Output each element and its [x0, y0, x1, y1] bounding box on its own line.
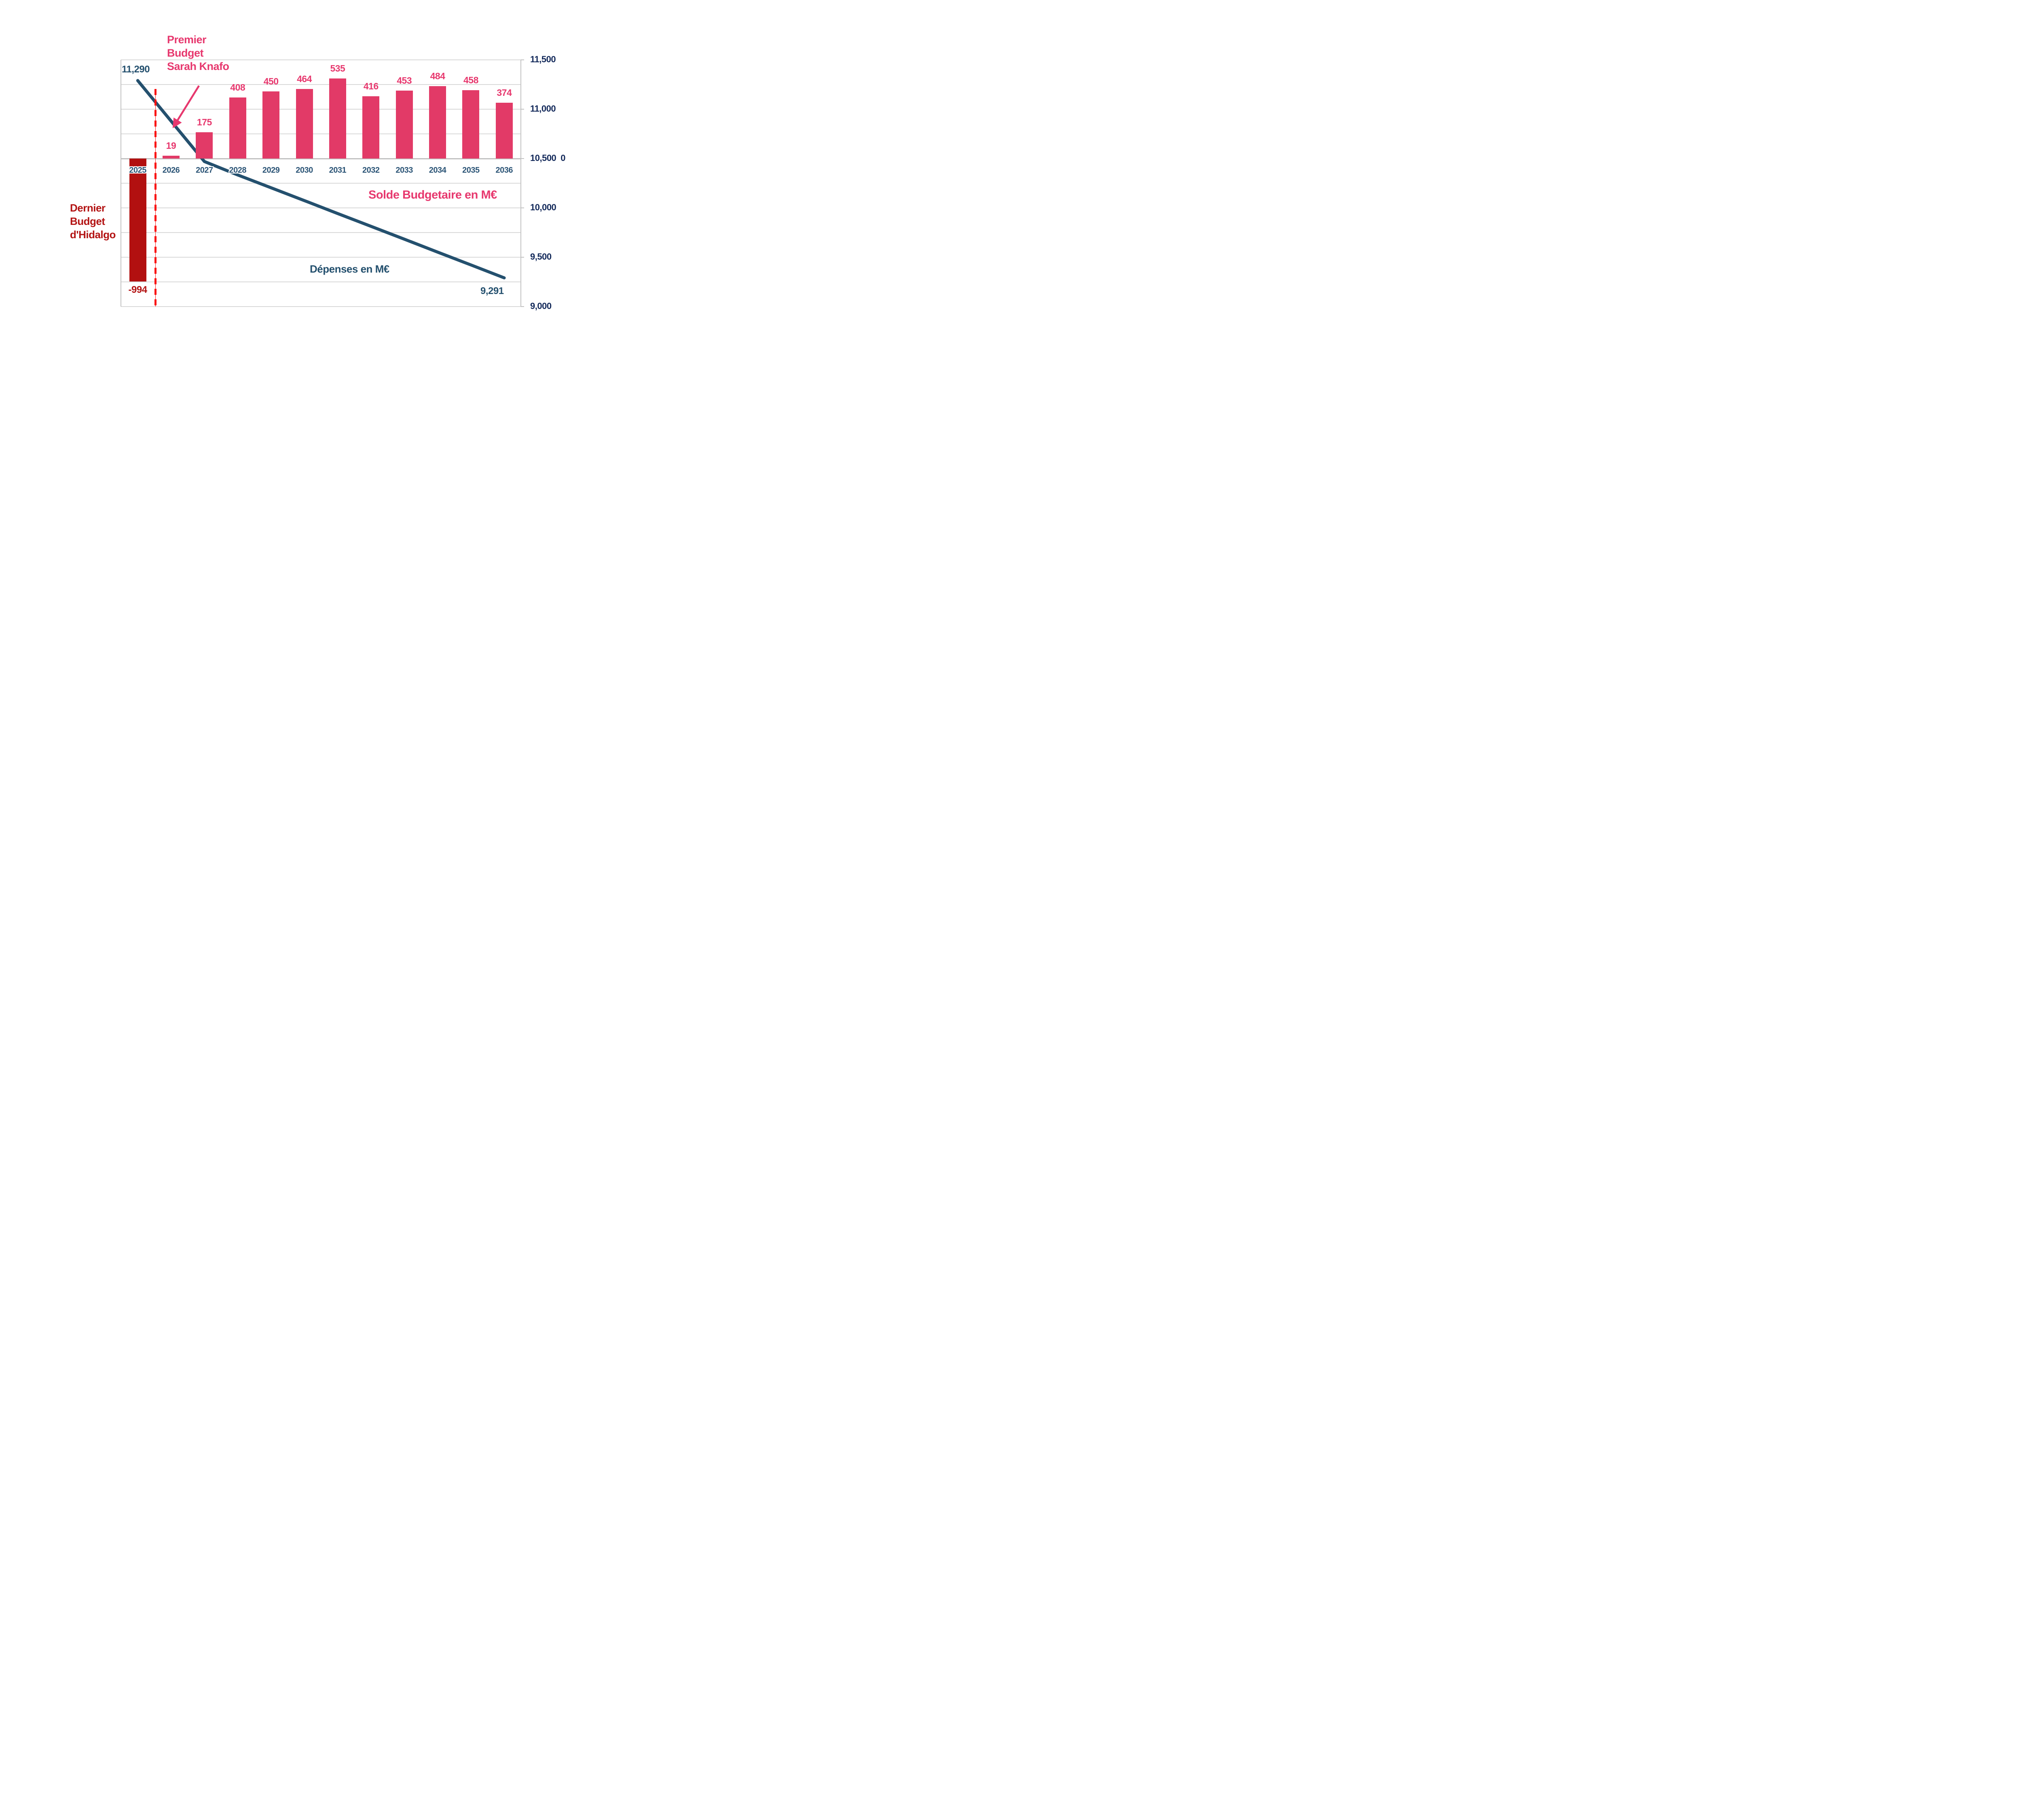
- bar-2036: [495, 102, 513, 159]
- annotation-dernier-line2: Budget: [70, 215, 105, 227]
- y-axis-right-line: [520, 60, 521, 307]
- annotation-dernier-line1: Dernier: [70, 202, 106, 214]
- y-axis-label-9000: 9,000: [530, 301, 552, 311]
- bar-value-label-2033: 453: [397, 75, 412, 86]
- gridline-10750: [121, 133, 521, 134]
- bar-2033: [396, 91, 413, 159]
- dashed-divider-line: [154, 89, 157, 307]
- y-axis-tick-10000: [521, 207, 524, 208]
- x-axis-label-2032: 2032: [362, 166, 380, 175]
- x-axis-label-2035: 2035: [462, 166, 480, 175]
- bar-2030: [296, 89, 313, 159]
- y-axis-tick-9000: [521, 306, 524, 307]
- x-axis-label-2026: 2026: [162, 166, 180, 175]
- line-series-label: Dépenses en M€: [310, 263, 389, 275]
- x-axis-label-2031: 2031: [329, 166, 347, 175]
- bar-value-label-2027: 175: [197, 117, 212, 128]
- annotation-premier-line1: Premier: [167, 34, 207, 46]
- bar-value-label-2031: 535: [330, 63, 345, 74]
- gridline-10250: [121, 183, 521, 184]
- bar-value-label-2025: -994: [128, 284, 148, 296]
- bar-value-label-2035: 458: [463, 74, 478, 85]
- bar-value-label-2029: 450: [263, 76, 279, 87]
- bar-2031: [329, 78, 346, 159]
- bar-2027: [196, 132, 213, 159]
- x-axis-label-2033: 2033: [396, 166, 413, 175]
- budget-combo-chart: 11,500 11,000 10,500 0 10,000 9,500 9,000 -994…: [0, 0, 647, 364]
- bar-2029: [262, 91, 280, 159]
- x-axis-label-2036: 2036: [495, 166, 513, 175]
- bar-2032: [362, 96, 380, 159]
- bar-value-label-2034: 484: [430, 70, 445, 81]
- y-axis-tick-11000: [521, 109, 524, 110]
- y-axis-label-10000: 10,000: [530, 202, 556, 212]
- annotation-arrow: [172, 85, 200, 129]
- bars-layer: -994 2025 19 2026 175 2027 408 2028 450 2029 464 20…: [0, 0, 647, 364]
- x-axis-label-2028: 2028: [229, 166, 246, 175]
- secondary-axis-zero-label: 0: [560, 153, 566, 163]
- y-axis-label-10500: 10,500 0: [530, 153, 566, 163]
- bar-value-label-2026: 19: [166, 140, 176, 151]
- x-axis-label-2025: 2025: [129, 166, 146, 175]
- gridline-11250: [121, 84, 521, 85]
- y-axis-label-11500: 11,500: [530, 54, 556, 64]
- annotation-premier-line3: Sarah Knafo: [167, 60, 229, 72]
- bar-value-label-2028: 408: [230, 82, 245, 93]
- line-end-value-label: 9,291: [480, 286, 504, 296]
- gridline-11500: [121, 59, 521, 60]
- y-axis-tick-11500: [521, 59, 524, 60]
- line-start-value-label: 11,290: [122, 64, 150, 75]
- bar-value-label-2032: 416: [363, 81, 379, 92]
- gridline-9000: [121, 306, 521, 307]
- bars-series-label: Solde Budgetaire en M€: [368, 188, 497, 201]
- bar-2034: [429, 86, 446, 159]
- gridline-11000: [121, 109, 521, 110]
- annotation-premier-budget: Premier Budget Sarah Knafo: [167, 33, 229, 73]
- x-axis-label-2030: 2030: [296, 166, 313, 175]
- x-axis-label-2029: 2029: [262, 166, 280, 175]
- bar-value-label-2030: 464: [297, 74, 312, 85]
- annotation-dernier-budget: Dernier Budget d'Hidalgo: [70, 201, 116, 241]
- y-axis-tick-10500: [521, 158, 524, 159]
- bar-2035: [462, 90, 480, 159]
- bar-2025: [129, 159, 146, 282]
- gridline-9500: [121, 257, 521, 258]
- annotation-dernier-line3: d'Hidalgo: [70, 229, 116, 241]
- x-axis-label-2034: 2034: [429, 166, 446, 175]
- y-axis-label-11000: 11,000: [530, 104, 556, 114]
- gridline-9250: [121, 281, 521, 282]
- y-axis-tick-9500: [521, 257, 524, 258]
- annotation-premier-line2: Budget: [167, 47, 203, 59]
- bar-value-label-2036: 374: [497, 87, 512, 98]
- y-axis-label-9500: 9,500: [530, 252, 552, 262]
- bar-2028: [229, 97, 246, 159]
- gridline-9750: [121, 232, 521, 233]
- bar-2026: [162, 155, 180, 159]
- x-axis-baseline: [121, 158, 521, 159]
- x-axis-label-2027: 2027: [196, 166, 213, 175]
